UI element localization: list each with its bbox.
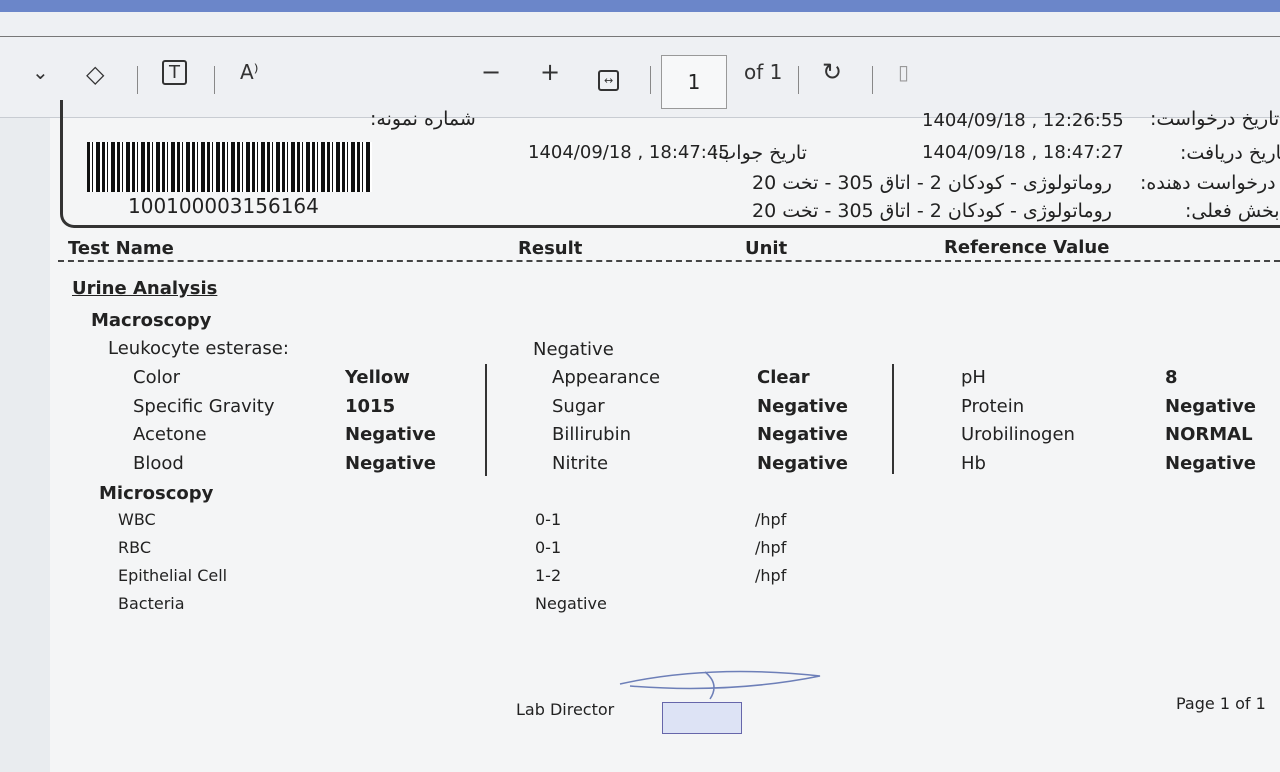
microscopy-title: Microscopy [99, 483, 214, 504]
receive-date: 1404/09/18 , 18:47:27 [922, 142, 1124, 163]
micro-test-unit: /hpf [755, 510, 787, 529]
micro-test-result: 0-1 [535, 538, 562, 557]
page-view-icon[interactable]: ▯ [898, 60, 910, 84]
zoom-in-icon[interactable]: + [540, 58, 561, 86]
macro-test-result: NORMAL [1165, 424, 1253, 445]
page-total: of 1 [744, 60, 783, 84]
sample-number-label: شماره نمونه: [370, 108, 476, 130]
macro-test-name: Billirubin [552, 424, 631, 445]
requester: روماتولوژی - کودکان 2 - اتاق 305 - تخت 2… [752, 172, 1112, 194]
ward-label: بخش فعلی: [1185, 200, 1280, 222]
text-box-icon[interactable]: T [162, 60, 187, 85]
col-test-name: Test Name [68, 238, 174, 259]
receive-date-label: تاریخ دریافت: [1180, 142, 1280, 164]
read-aloud-icon[interactable]: A⁾ [240, 60, 259, 84]
macro-test-name: Hb [961, 452, 986, 474]
section-title: Urine Analysis [72, 278, 218, 299]
micro-test-result: Negative [535, 594, 607, 613]
signature [619, 670, 821, 700]
lab-stamp [662, 702, 742, 734]
page-indicator: Page 1 of 1 [1176, 694, 1266, 713]
rotate-icon[interactable]: ↻ [822, 58, 843, 86]
macro-test-result: Negative [757, 452, 849, 474]
micro-test-result: 0-1 [535, 510, 562, 529]
macro-test-name: Nitrite [552, 452, 609, 474]
header-box [60, 100, 1280, 228]
ward: روماتولوژی - کودکان 2 - اتاق 305 - تخت 2… [752, 200, 1112, 222]
micro-test-unit: /hpf [755, 538, 787, 557]
macro-test-name: Appearance [552, 367, 661, 388]
page-number-input[interactable]: 1 [661, 55, 727, 109]
answer-date-label: تاریخ جواب: [712, 142, 807, 164]
macro-test-name: Blood [133, 452, 184, 474]
window-top-bar [0, 0, 1280, 12]
lab-director-label: Lab Director [516, 700, 615, 719]
macro-test-result: Negative [1165, 395, 1257, 417]
zoom-out-icon[interactable]: − [481, 58, 502, 86]
col-result: Result [518, 238, 583, 259]
macroscopy-title: Macroscopy [91, 310, 212, 331]
micro-test-name: Epithelial Cell [118, 566, 228, 585]
macro-test-result: Yellow [345, 367, 410, 388]
micro-test-unit: /hpf [755, 566, 787, 585]
chevron-down-icon[interactable]: ⌄ [32, 60, 49, 84]
micro-test-name: WBC [118, 510, 156, 529]
macro-test-name: Specific Gravity [133, 395, 275, 417]
macro-test-name: Acetone [133, 424, 207, 445]
micro-test-name: RBC [118, 538, 151, 557]
eraser-icon[interactable]: ◇ [86, 60, 105, 88]
answer-date: 1404/09/18 , 18:47:45 [528, 142, 730, 163]
requester-label: درخواست دهنده: [1140, 172, 1276, 194]
macro-test-name: Urobilinogen [961, 424, 1075, 445]
macro-test-name: Protein [961, 395, 1025, 417]
divider [58, 260, 1280, 262]
macro-test-name: Sugar [552, 395, 605, 417]
request-date-label: تاریخ درخواست: [1150, 108, 1280, 130]
leukocyte-label: Leukocyte esterase: [108, 338, 289, 359]
macro-test-name: pH [961, 367, 986, 388]
macro-test-result: 1015 [345, 395, 396, 417]
macro-test-result: Negative [345, 452, 437, 474]
macro-test-result: Negative [757, 424, 849, 445]
barcode-number: 100100003156164 [128, 194, 319, 218]
fit-width-icon[interactable]: ↔ [598, 70, 620, 91]
macro-test-result: Clear [757, 367, 810, 388]
macro-test-result: 8 [1165, 367, 1178, 388]
macro-test-result: Negative [757, 395, 849, 417]
request-date: 1404/09/18 , 12:26:55 [922, 110, 1124, 131]
macro-test-result: Negative [1165, 452, 1257, 474]
macro-test-result: Negative [345, 424, 437, 445]
pdf-toolbar [0, 12, 1280, 118]
micro-test-name: Bacteria [118, 594, 185, 613]
col-reference: Reference Value [944, 237, 1110, 258]
leukocyte-value: Negative [533, 339, 614, 360]
barcode [87, 142, 372, 192]
micro-test-result: 1-2 [535, 566, 562, 585]
col-unit: Unit [745, 238, 788, 259]
macro-test-name: Color [133, 367, 180, 388]
